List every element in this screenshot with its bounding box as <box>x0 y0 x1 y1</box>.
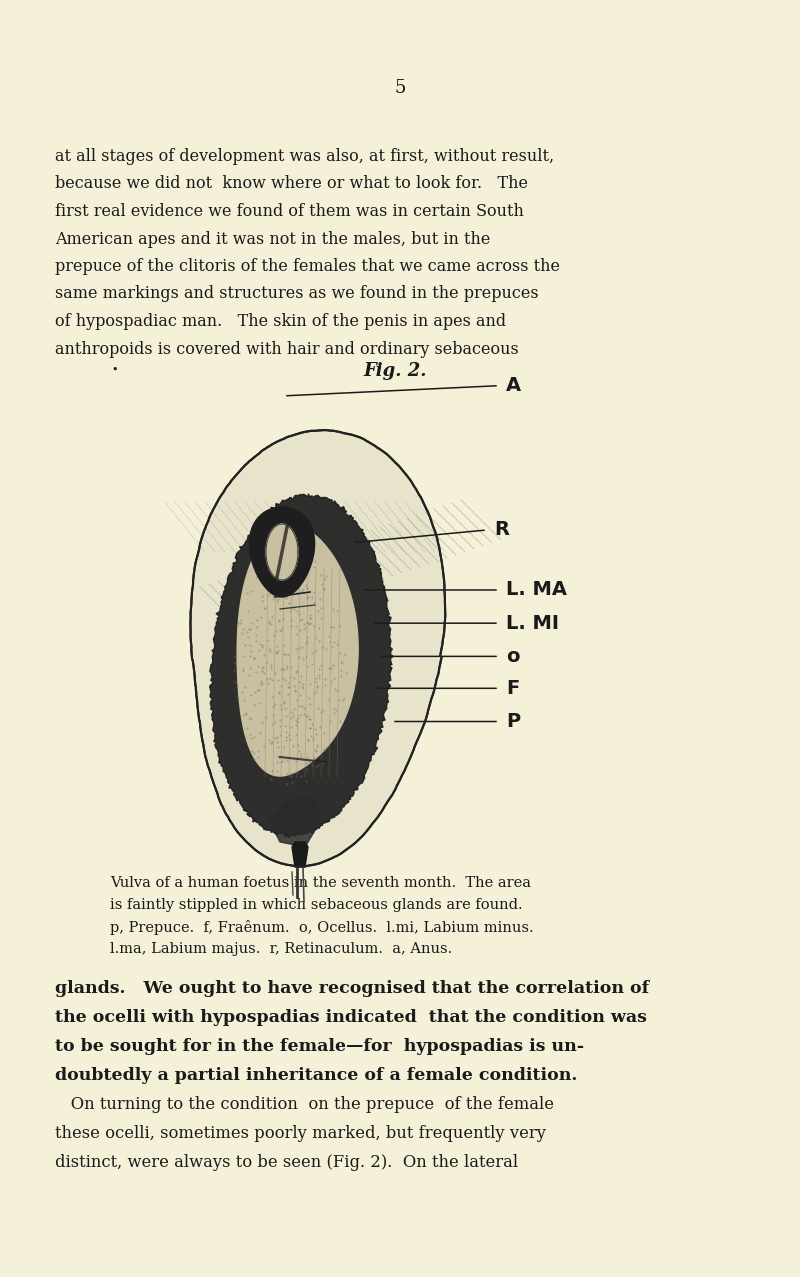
Text: at all stages of development was also, at first, without result,: at all stages of development was also, a… <box>55 148 554 165</box>
Text: of hypospadiac man.   The skin of the penis in apes and: of hypospadiac man. The skin of the peni… <box>55 313 506 329</box>
Text: l.ma, Labium majus.  r, Retinaculum.  a, Anus.: l.ma, Labium majus. r, Retinaculum. a, A… <box>110 942 452 956</box>
Polygon shape <box>210 494 393 838</box>
Text: Fig. 2.: Fig. 2. <box>363 361 426 381</box>
Text: •: • <box>112 365 118 375</box>
Text: is faintly stippled in which sebaceous glands are found.: is faintly stippled in which sebaceous g… <box>110 898 522 912</box>
Text: the ocelli with hypospadias indicated  that the condition was: the ocelli with hypospadias indicated th… <box>55 1009 647 1025</box>
Polygon shape <box>266 524 298 580</box>
Text: doubtedly a partial inheritance of a female condition.: doubtedly a partial inheritance of a fem… <box>55 1068 578 1084</box>
Polygon shape <box>250 507 314 596</box>
Polygon shape <box>270 797 320 847</box>
Text: prepuce of the clitoris of the females that we came across the: prepuce of the clitoris of the females t… <box>55 258 560 275</box>
Text: Vulva of a human foetus in the seventh month.  The area: Vulva of a human foetus in the seventh m… <box>110 876 531 890</box>
Text: L. MA: L. MA <box>506 581 567 599</box>
Text: L. MI: L. MI <box>506 614 559 632</box>
Polygon shape <box>292 842 308 867</box>
Text: o: o <box>506 647 519 665</box>
Text: A: A <box>506 377 521 395</box>
Text: R: R <box>494 521 509 539</box>
Text: p, Prepuce.  f, Fraênum.  o, Ocellus.  l.mi, Labium minus.: p, Prepuce. f, Fraênum. o, Ocellus. l.mi… <box>110 919 534 935</box>
Text: glands.   We ought to have recognised that the correlation of: glands. We ought to have recognised that… <box>55 979 649 997</box>
Text: On turning to the condition  on the prepuce  of the female: On turning to the condition on the prepu… <box>55 1096 554 1114</box>
Polygon shape <box>190 430 446 866</box>
Text: first real evidence we found of them was in certain South: first real evidence we found of them was… <box>55 203 524 220</box>
Text: distinct, were always to be seen (Fig. 2).  On the lateral: distinct, were always to be seen (Fig. 2… <box>55 1154 518 1171</box>
Polygon shape <box>237 525 358 776</box>
Text: to be sought for in the female—for  hypospadias is un-: to be sought for in the female—for hypos… <box>55 1038 584 1055</box>
Text: 5: 5 <box>394 79 406 97</box>
Text: same markings and structures as we found in the prepuces: same markings and structures as we found… <box>55 286 538 303</box>
Text: these ocelli, sometimes poorly marked, but frequently very: these ocelli, sometimes poorly marked, b… <box>55 1125 546 1142</box>
Text: American apes and it was not in the males, but in the: American apes and it was not in the male… <box>55 231 490 248</box>
Text: because we did not  know where or what to look for.   The: because we did not know where or what to… <box>55 175 528 193</box>
Text: anthropoids is covered with hair and ordinary sebaceous: anthropoids is covered with hair and ord… <box>55 341 518 358</box>
Text: F: F <box>506 679 519 697</box>
Text: P: P <box>506 713 520 730</box>
